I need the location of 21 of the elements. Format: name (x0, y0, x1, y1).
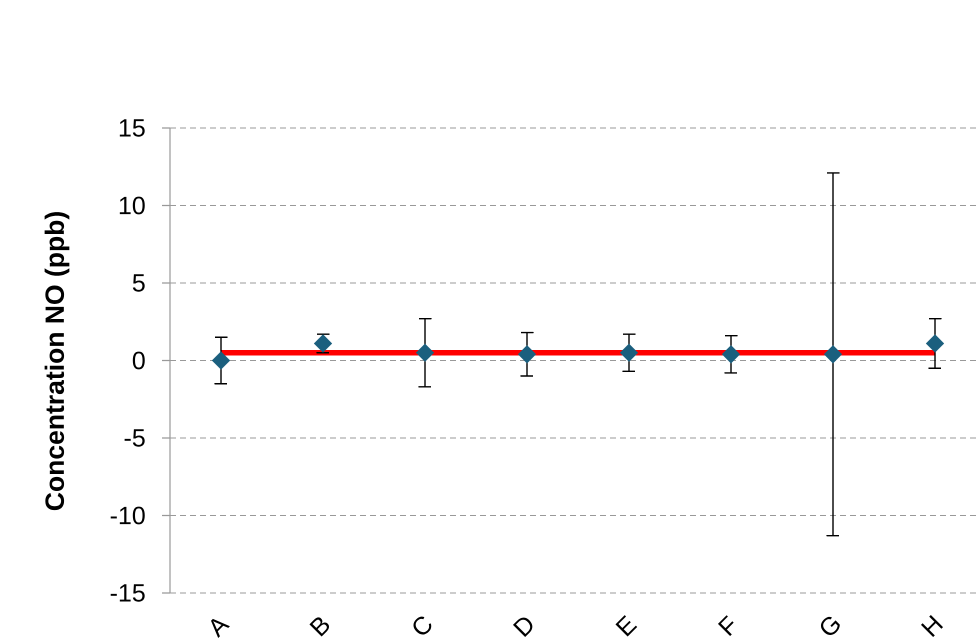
x-tick-label: C (413, 616, 432, 634)
x-tick-label: H (920, 614, 944, 638)
point (416, 344, 434, 362)
point (926, 334, 944, 352)
x-tick-label: A (211, 618, 230, 638)
point (824, 345, 842, 364)
x-tick-label: G (820, 616, 840, 635)
y-tick-label: 10 (120, 196, 145, 214)
y-tick-label: -15 (110, 584, 145, 602)
y-tick-label: -10 (110, 506, 145, 524)
x-tick-label: F (718, 615, 734, 636)
point (518, 345, 536, 364)
point (212, 351, 230, 370)
y-axis-title: Concentration NO (ppb) (44, 212, 70, 510)
x-tick-label: B (309, 617, 330, 637)
y-tick-label: -5 (124, 429, 145, 447)
y-tick-label: 5 (132, 274, 145, 292)
x-tick-label: D (512, 618, 532, 638)
y-tick-label: 0 (132, 352, 145, 370)
x-tick-label: E (615, 615, 638, 637)
y-tick-label: 15 (120, 119, 145, 137)
